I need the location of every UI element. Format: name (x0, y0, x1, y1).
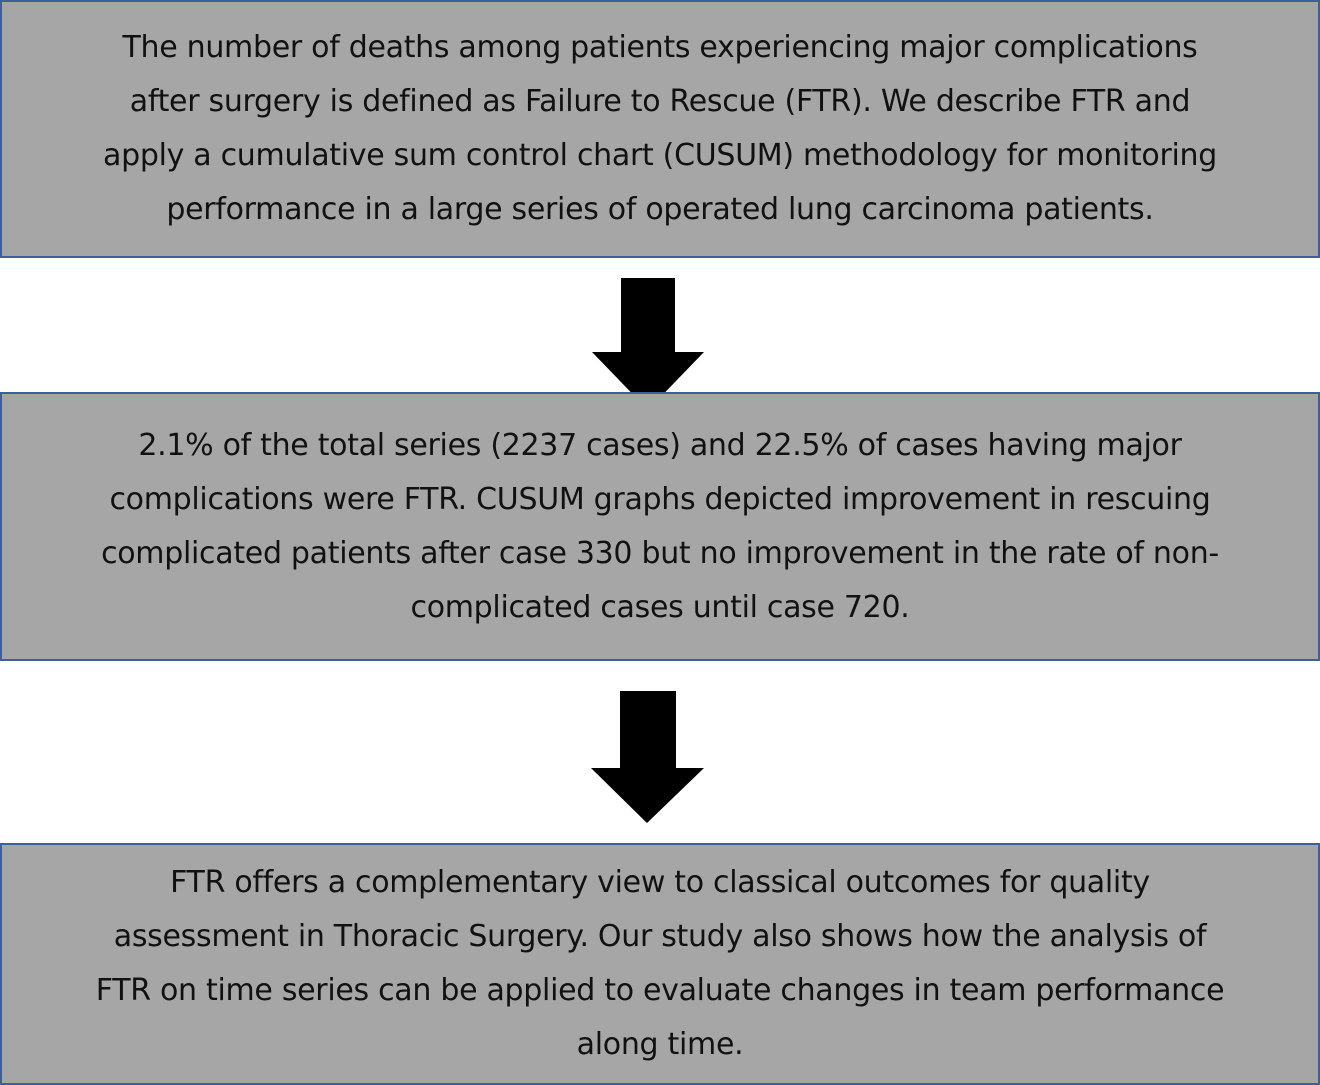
box-text-line: complicated patients after case 330 but … (101, 535, 1219, 571)
box-text-line: performance in a large series of operate… (166, 192, 1154, 227)
box-text-line: 2.1% of the total series (2237 cases) an… (138, 427, 1182, 463)
results-box: 2.1% of the total series (2237 cases) an… (0, 392, 1320, 661)
box-text-line: assessment in Thoracic Surgery. Our stud… (113, 919, 1207, 954)
conclusion-box: FTR offers a complementary view to class… (0, 843, 1320, 1085)
down-arrow-icon (592, 278, 704, 410)
box-text-line: FTR offers a complementary view to class… (170, 865, 1150, 900)
box-text-line: after surgery is defined as Failure to R… (129, 84, 1191, 119)
box-text-line: complicated cases until case 720. (410, 589, 910, 625)
background-box: The number of deaths among patients expe… (0, 0, 1320, 258)
down-arrow-icon (591, 691, 704, 823)
box-text-line: The number of deaths among patients expe… (122, 30, 1198, 65)
box-text-line: complications were FTR. CUSUM graphs dep… (109, 481, 1211, 517)
box-text-line: along time. (576, 1027, 744, 1062)
box-text-line: apply a cumulative sum control chart (CU… (103, 138, 1217, 173)
box-text-line: FTR on time series can be applied to eva… (95, 973, 1225, 1008)
